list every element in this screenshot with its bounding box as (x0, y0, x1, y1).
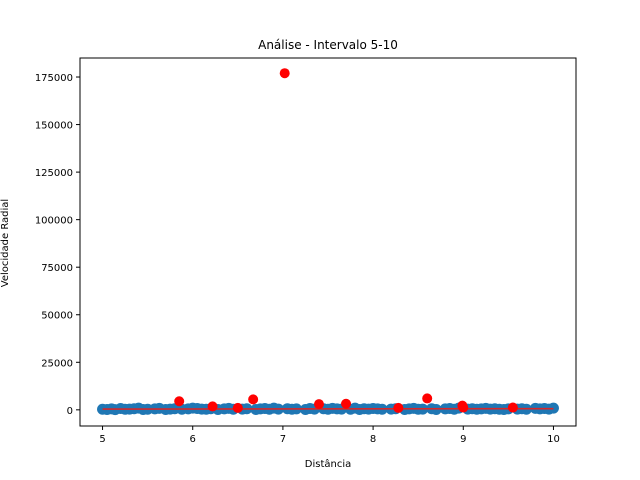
y-tick-label: 50000 (41, 311, 73, 322)
chart-title: Análise - Intervalo 5-10 (258, 38, 398, 52)
y-tick-label: 175000 (35, 73, 73, 84)
x-tick-label: 5 (99, 434, 105, 445)
outlier-point (507, 402, 518, 413)
plot-area (97, 68, 559, 416)
outlier-point (248, 394, 259, 405)
y-tick-label: 75000 (41, 263, 73, 274)
x-tick-label: 6 (190, 434, 196, 445)
x-tick-label: 8 (370, 434, 376, 445)
data-point (547, 402, 559, 414)
x-axis-label: Distância (305, 458, 351, 470)
x-tick-label: 7 (280, 434, 286, 445)
outlier-point (393, 402, 404, 413)
y-tick-label: 125000 (35, 168, 73, 179)
y-axis-label: Velocidade Radial (0, 199, 11, 287)
plot-frame (79, 57, 577, 427)
outlier-point (232, 402, 243, 413)
x-tick-label: 9 (460, 434, 466, 445)
outlier-point (174, 396, 185, 407)
outlier-point (458, 402, 469, 413)
y-tick-label: 0 (67, 406, 73, 417)
x-tick-label: 10 (547, 434, 560, 445)
axes: 5 6 7 8 9 10 0 25000 50000 75000 100000 125000 15000… (35, 57, 577, 445)
y-tick-label: 100000 (35, 216, 73, 227)
outlier-point (341, 398, 352, 409)
y-tick-label: 25000 (41, 358, 73, 369)
outlier-point (207, 401, 218, 412)
outlier-point (422, 393, 433, 404)
outlier-point (279, 68, 290, 79)
outlier-point (313, 399, 324, 410)
y-tick-label: 150000 (35, 121, 73, 132)
